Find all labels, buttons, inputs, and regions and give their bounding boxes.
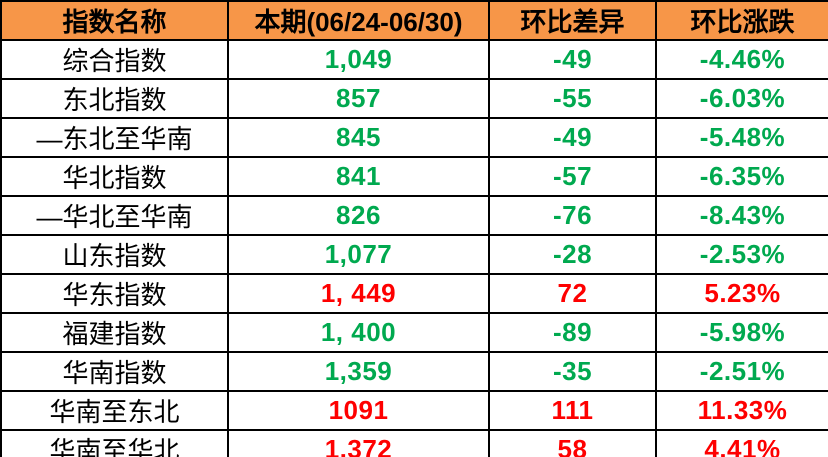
index-name-cell: 华南至东北 [0,390,229,431]
current-value-cell: 1091 [227,390,490,431]
header-row: 指数名称 本期(06/24-06/30) 环比差异 环比涨跌 [0,0,828,41]
index-name-cell: 东北指数 [0,78,229,119]
pct-cell: -2.51% [655,351,828,392]
current-value-cell: 845 [227,117,490,158]
column-header-mom-change: 环比涨跌 [655,0,828,41]
column-header-mom-diff: 环比差异 [488,0,657,41]
table-row: 综合指数 1,049 -49 -4.46% [0,39,828,80]
index-name-cell: —华北至华南 [0,195,229,236]
current-value-cell: 1,077 [227,234,490,275]
current-value-cell: 1, 449 [227,273,490,314]
table-row: 华南至东北 1091 111 11.33% [0,390,828,431]
index-name-cell: 山东指数 [0,234,229,275]
column-header-index-name: 指数名称 [0,0,229,41]
table-row: 华南至华北 1,372 58 4.41% [0,429,828,457]
diff-cell: 58 [488,429,657,457]
diff-cell: -55 [488,78,657,119]
index-name-cell: 综合指数 [0,39,229,80]
diff-cell: -49 [488,39,657,80]
table-row: —东北至华南 845 -49 -5.48% [0,117,828,158]
pct-cell: 4.41% [655,429,828,457]
current-value-cell: 857 [227,78,490,119]
index-name-cell: 华北指数 [0,156,229,197]
column-header-current-period: 本期(06/24-06/30) [227,0,490,41]
table-row: 华北指数 841 -57 -6.35% [0,156,828,197]
current-value-cell: 1,359 [227,351,490,392]
pct-cell: -4.46% [655,39,828,80]
table-row: 华南指数 1,359 -35 -2.51% [0,351,828,392]
pct-cell: 5.23% [655,273,828,314]
pct-cell: -8.43% [655,195,828,236]
table-row: 东北指数 857 -55 -6.03% [0,78,828,119]
index-name-cell: 华南指数 [0,351,229,392]
current-value-cell: 1,049 [227,39,490,80]
current-value-cell: 826 [227,195,490,236]
index-name-cell: 福建指数 [0,312,229,353]
table-row: 山东指数 1,077 -28 -2.53% [0,234,828,275]
diff-cell: -57 [488,156,657,197]
pct-cell: -5.48% [655,117,828,158]
diff-cell: -35 [488,351,657,392]
pct-cell: -2.53% [655,234,828,275]
pct-cell: -6.03% [655,78,828,119]
current-value-cell: 841 [227,156,490,197]
pct-cell: -6.35% [655,156,828,197]
diff-cell: -89 [488,312,657,353]
table-row: 华东指数 1, 449 72 5.23% [0,273,828,314]
index-name-cell: 华东指数 [0,273,229,314]
pct-cell: 11.33% [655,390,828,431]
diff-cell: -76 [488,195,657,236]
index-name-cell: —东北至华南 [0,117,229,158]
current-value-cell: 1, 400 [227,312,490,353]
table-row: —华北至华南 826 -76 -8.43% [0,195,828,236]
diff-cell: 111 [488,390,657,431]
pct-cell: -5.98% [655,312,828,353]
diff-cell: -49 [488,117,657,158]
diff-cell: -28 [488,234,657,275]
index-name-cell: 华南至华北 [0,429,229,457]
diff-cell: 72 [488,273,657,314]
table-row: 福建指数 1, 400 -89 -5.98% [0,312,828,353]
current-value-cell: 1,372 [227,429,490,457]
